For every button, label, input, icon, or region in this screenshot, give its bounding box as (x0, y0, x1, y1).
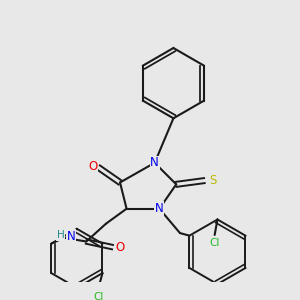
Text: O: O (115, 241, 124, 254)
Text: N: N (150, 156, 159, 169)
Text: O: O (88, 160, 98, 172)
Text: S: S (209, 174, 217, 187)
Text: Cl: Cl (93, 292, 104, 300)
Text: H: H (57, 230, 65, 240)
Text: N: N (66, 230, 75, 243)
Text: N: N (155, 202, 164, 215)
Text: Cl: Cl (209, 238, 220, 248)
